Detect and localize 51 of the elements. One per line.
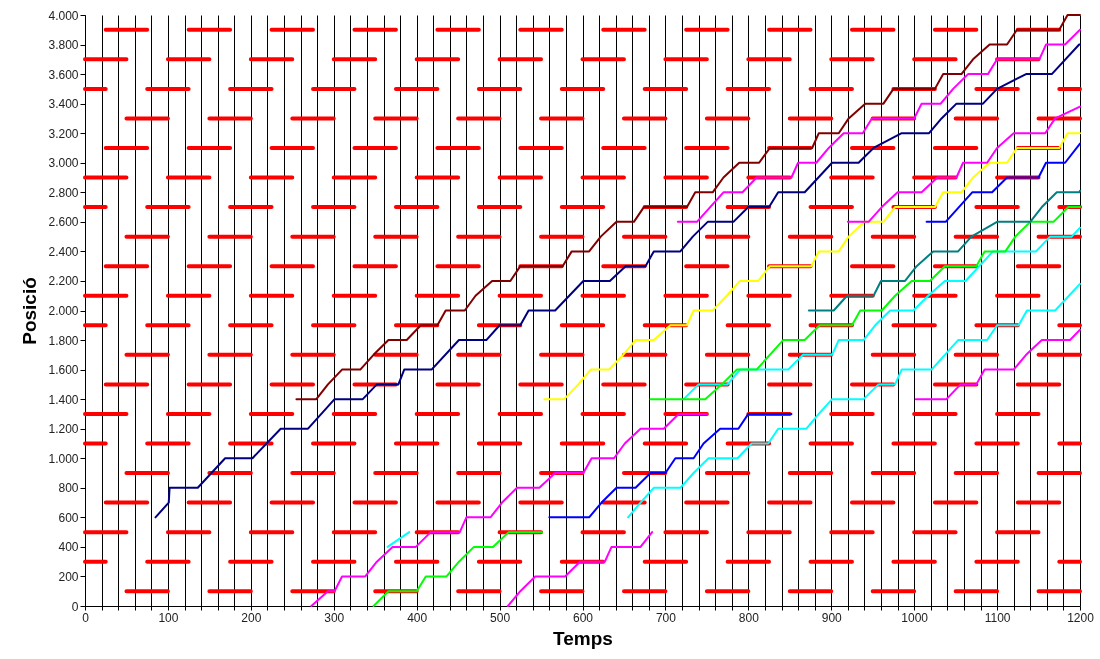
y-tick-label: 4.000 xyxy=(48,8,79,23)
x-tick-label: 300 xyxy=(324,610,345,625)
y-tick-label: 1.400 xyxy=(48,392,79,407)
x-tick-label: 700 xyxy=(655,610,677,625)
line-series xyxy=(682,226,1081,401)
x-tick-label: 800 xyxy=(738,610,760,625)
y-tick-label: 0 xyxy=(71,599,79,614)
line-series xyxy=(372,531,543,607)
y-tick-label: 1.200 xyxy=(48,422,79,437)
line-series xyxy=(295,14,1081,401)
x-tick-label: 600 xyxy=(572,610,594,625)
x-tick-label: 1100 xyxy=(984,610,1011,625)
y-tick-label: 3.200 xyxy=(48,126,79,141)
line-series xyxy=(676,28,1081,223)
x-tick-label: 0 xyxy=(82,610,90,625)
x-tick-label: 100 xyxy=(158,610,179,625)
y-tick-label: 1.800 xyxy=(48,333,79,348)
x-axis-title: Temps xyxy=(553,627,613,649)
y-axis-title: Posició xyxy=(19,277,41,345)
y-tick-label: 2.800 xyxy=(48,185,79,200)
line-series xyxy=(310,412,708,607)
x-tick-label: 1000 xyxy=(901,610,929,625)
y-tick-label: 1.600 xyxy=(48,363,79,378)
x-tick-label: 400 xyxy=(407,610,428,625)
y-tick-label: 800 xyxy=(58,481,79,496)
y-tick-label: 600 xyxy=(58,510,79,525)
line-series xyxy=(807,189,1081,312)
y-tick-label: 2.400 xyxy=(48,244,79,259)
y-tick-label: 400 xyxy=(58,540,79,555)
line-series xyxy=(846,105,1081,223)
y-tick-label: 2.600 xyxy=(48,215,79,230)
line-series xyxy=(154,43,1081,519)
x-tick-label: 900 xyxy=(821,610,843,625)
y-tick-label: 1.000 xyxy=(48,451,79,466)
y-tick-label: 2.200 xyxy=(48,274,79,289)
y-tick-label: 3.800 xyxy=(48,38,79,53)
x-tick-label: 1200 xyxy=(1067,610,1095,625)
y-tick-label: 2.000 xyxy=(48,304,79,318)
line-series xyxy=(925,142,1081,223)
line-series xyxy=(543,132,1081,401)
y-tick-label: 200 xyxy=(58,569,79,584)
line-series xyxy=(548,412,793,519)
x-tick-label: 500 xyxy=(490,610,511,625)
line-series xyxy=(506,531,654,607)
y-tick-label: 3.000 xyxy=(48,156,79,171)
line-series xyxy=(627,282,1081,519)
x-tick-label: 200 xyxy=(241,610,262,625)
y-tick-label: 3.400 xyxy=(48,97,79,112)
line-series xyxy=(914,328,1081,401)
y-tick-label: 3.600 xyxy=(48,67,79,82)
line-series xyxy=(649,206,1081,401)
